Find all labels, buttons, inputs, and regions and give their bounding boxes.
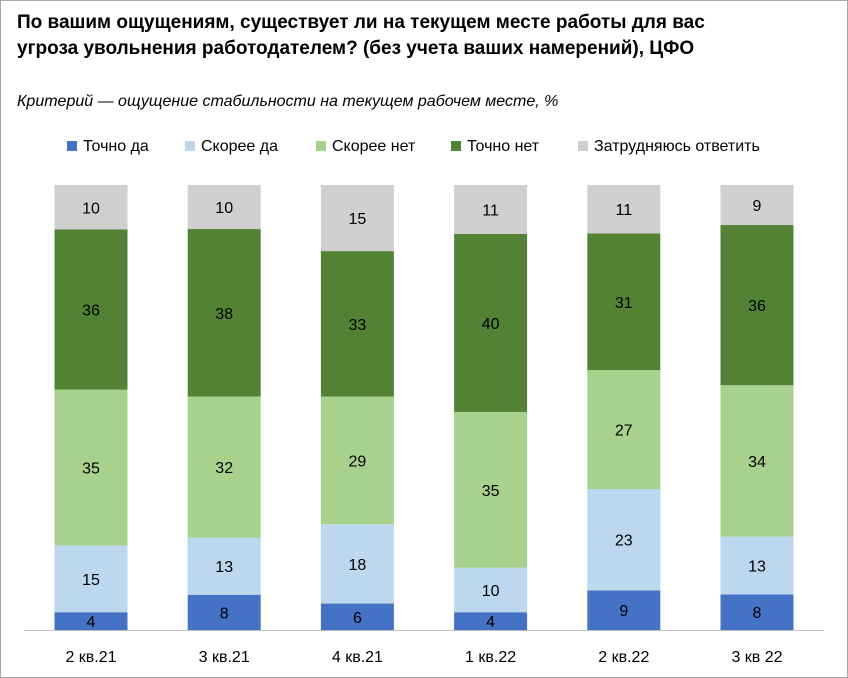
data-label: 38 — [215, 306, 233, 323]
bar-segment — [587, 489, 661, 591]
legend-item: Точно да — [67, 138, 149, 155]
data-label: 10 — [82, 200, 100, 217]
data-label: 6 — [353, 610, 362, 627]
data-label: 13 — [748, 558, 766, 575]
x-tick-label: 2 кв.21 — [65, 649, 116, 666]
data-label: 35 — [482, 483, 500, 500]
bar-segment — [187, 594, 261, 630]
legend-swatch — [185, 141, 195, 151]
legend-label: Скорее нет — [332, 138, 416, 155]
bar-segment — [454, 185, 528, 234]
data-label: 33 — [349, 317, 367, 334]
bar-segment — [54, 229, 128, 390]
legend-label: Скорее да — [201, 138, 278, 155]
data-label: 27 — [615, 423, 633, 440]
data-label: 10 — [482, 583, 500, 600]
data-label: 18 — [349, 557, 367, 574]
legend-item: Затрудняюсь ответить — [578, 138, 760, 155]
bar-segment — [587, 370, 661, 490]
legend-label: Точно да — [83, 138, 149, 155]
data-label: 23 — [615, 533, 633, 550]
data-label: 4 — [486, 614, 495, 631]
bar-segment — [320, 603, 394, 630]
data-label: 13 — [215, 559, 233, 576]
bar-segment — [320, 396, 394, 525]
bar-segment — [54, 545, 128, 613]
x-tick-label: 4 кв.21 — [332, 649, 383, 666]
bar-segment — [720, 385, 794, 537]
data-label: 31 — [615, 295, 633, 312]
legend-swatch — [316, 141, 326, 151]
data-label: 9 — [619, 603, 628, 620]
x-tick-label: 3 кв 22 — [731, 649, 782, 666]
legend-swatch — [451, 141, 461, 151]
bar-segment — [187, 396, 261, 538]
bar-segment — [454, 233, 528, 412]
data-label: 32 — [215, 460, 233, 477]
x-tick-label: 1 кв.22 — [465, 649, 516, 666]
bar-segment — [320, 251, 394, 397]
bar-segment — [454, 411, 528, 568]
bar-segment — [720, 536, 794, 595]
x-tick-label: 2 кв.22 — [598, 649, 649, 666]
legend-item: Скорее нет — [316, 138, 416, 155]
data-label: 34 — [748, 454, 766, 471]
data-label: 36 — [748, 298, 766, 315]
chart-title: По вашим ощущениям, существует ли на тек… — [17, 12, 705, 59]
bar-segment — [54, 612, 128, 630]
bar-segment — [54, 185, 128, 230]
bar-segment — [320, 185, 394, 252]
bar-segment — [187, 537, 261, 595]
legend-swatch — [578, 141, 588, 151]
bar-segment — [187, 185, 261, 230]
data-label: 8 — [753, 605, 762, 622]
data-label: 29 — [349, 453, 367, 470]
data-label: 11 — [482, 202, 499, 219]
data-label: 10 — [215, 200, 233, 217]
data-label: 8 — [220, 605, 229, 622]
legend-label: Затрудняюсь ответить — [594, 138, 760, 155]
data-label: 15 — [82, 572, 100, 589]
bar-segment — [587, 590, 661, 630]
bar-segment — [720, 225, 794, 386]
data-label: 4 — [87, 614, 96, 631]
bar-segment — [54, 389, 128, 546]
bar-segment — [587, 233, 661, 371]
bar-segment — [454, 567, 528, 613]
data-label: 35 — [82, 461, 100, 478]
x-tick-label: 3 кв.21 — [199, 649, 250, 666]
legend-swatch — [67, 141, 77, 151]
bar-segment — [720, 594, 794, 630]
legend-item: Точно нет — [451, 138, 540, 155]
bar-segment — [587, 185, 661, 234]
bar-segment — [720, 185, 794, 226]
chart-subtitle: Критерий — ощущение стабильности на теку… — [17, 93, 559, 110]
legend-item: Скорее да — [185, 138, 278, 155]
bar-segment — [454, 612, 528, 630]
bar-segment — [320, 524, 394, 604]
data-label: 9 — [753, 198, 762, 215]
data-label: 15 — [349, 211, 367, 228]
data-label: 11 — [615, 202, 632, 219]
bar-segment — [187, 229, 261, 397]
legend-label: Точно нет — [467, 138, 540, 155]
data-label: 40 — [482, 316, 500, 333]
data-label: 36 — [82, 303, 100, 320]
